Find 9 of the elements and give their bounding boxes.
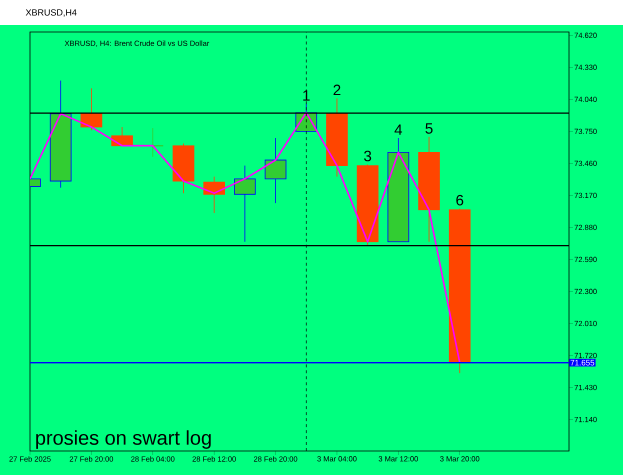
annotation: 3 <box>364 150 372 162</box>
annotation: 5 <box>425 123 433 134</box>
chart-title: XBRUSD,H4 <box>26 9 77 17</box>
annotation: prosies on swart log <box>36 430 211 449</box>
annotation: 6 <box>456 194 464 206</box>
candlestick <box>264 138 286 204</box>
candlestick <box>234 165 256 242</box>
annotation: 4 <box>394 124 402 135</box>
annotation: 2 <box>334 84 340 96</box>
